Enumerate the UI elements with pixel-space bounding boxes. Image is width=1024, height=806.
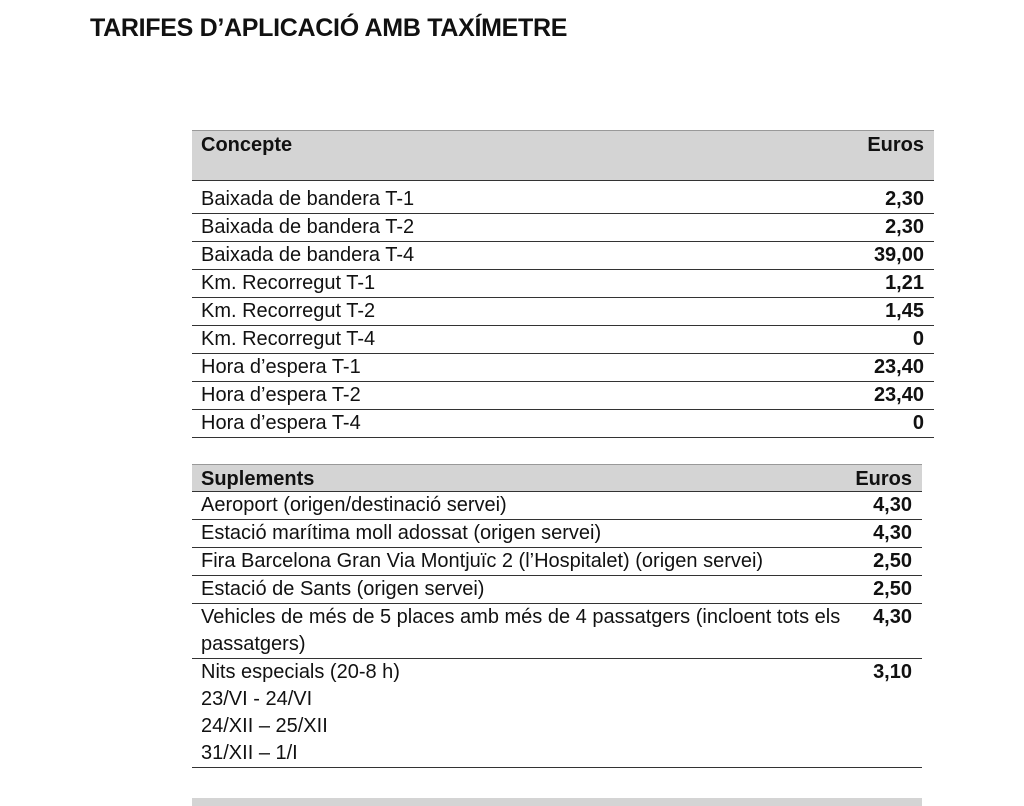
header-cell: Suplements: [201, 468, 315, 490]
row-value: 4,30: [873, 522, 912, 544]
row-value: 23,40: [873, 384, 924, 406]
label-line: Nits especials (20-8 h): [201, 661, 400, 683]
row-value: 2,30: [885, 188, 924, 210]
row-label: Baixada de bandera T-1: [201, 188, 415, 210]
header-cell: Concepte: [201, 134, 293, 156]
table-row: Hora d’espera T-2 23,40: [192, 382, 934, 410]
row-label: Hora d’espera T-2: [201, 384, 361, 406]
table-row: Km. Recorregut T-1 1,21: [192, 270, 934, 298]
table-row: Km. Recorregut T-4 0: [192, 326, 934, 354]
row-label: Aeroport (origen/destinació servei): [201, 494, 507, 516]
table-footer: [192, 798, 922, 806]
row-value: 39,00: [873, 244, 924, 266]
row-value: 1,45: [885, 300, 924, 322]
row-value: 2,50: [873, 550, 912, 572]
row-label: Nits especials (20-8 h) 23/VI - 24/VI 24/X…: [201, 659, 841, 767]
row-value: 4,30: [873, 494, 912, 516]
header-cell: Euros: [867, 134, 924, 156]
row-label: Hora d’espera T-1: [201, 356, 361, 378]
row-value: 4,30: [873, 606, 912, 628]
row-value: 23,40: [873, 356, 924, 378]
label-line: 24/XII – 25/XII: [201, 715, 328, 737]
table-row: Km. Recorregut T-2 1,45: [192, 298, 934, 326]
row-value: 2,30: [885, 216, 924, 238]
row-label: Fira Barcelona Gran Via Montjuïc 2 (l’Ho…: [201, 550, 764, 572]
row-label: Estació marítima moll adossat (origen se…: [201, 522, 602, 544]
row-label: Baixada de bandera T-4: [201, 244, 415, 266]
row-value: 1,21: [885, 272, 924, 294]
table-row: Hora d’espera T-4 0: [192, 410, 934, 438]
row-label: Vehicles de més de 5 places amb més de 4…: [201, 606, 841, 655]
row-value: 2,50: [873, 578, 912, 600]
table-header: Concepte Euros: [192, 130, 934, 181]
table-row: Estació marítima moll adossat (origen se…: [192, 520, 922, 548]
row-label: Km. Recorregut T-1: [201, 272, 376, 294]
label-line: 31/XII – 1/I: [201, 742, 298, 764]
table-row: Fira Barcelona Gran Via Montjuïc 2 (l’Ho…: [192, 548, 922, 576]
label-line: 23/VI - 24/VI: [201, 688, 313, 710]
row-value: 3,10: [873, 661, 912, 683]
row-label: Km. Recorregut T-4: [201, 328, 376, 350]
table-row: Aeroport (origen/destinació servei) 4,30: [192, 492, 922, 520]
page-title: TARIFES D’APLICACIÓ AMB TAXÍMETRE: [90, 14, 568, 42]
table-row: Baixada de bandera T-1 2,30: [192, 186, 934, 214]
table-row: Baixada de bandera T-4 39,00: [192, 242, 934, 270]
table-row: Vehicles de més de 5 places amb més de 4…: [192, 604, 922, 659]
table-row: Nits especials (20-8 h) 23/VI - 24/VI 24/X…: [192, 659, 922, 768]
table-row: Baixada de bandera T-2 2,30: [192, 214, 934, 242]
header-cell: Euros: [855, 468, 912, 490]
row-value: 0: [912, 412, 924, 434]
row-value: 0: [912, 328, 924, 350]
table-row: Estació de Sants (origen servei) 2,50: [192, 576, 922, 604]
row-label: Baixada de bandera T-2: [201, 216, 415, 238]
row-label: Km. Recorregut T-2: [201, 300, 376, 322]
concept-table: Concepte Euros Baixada de bandera T-1 2,30 B…: [192, 130, 934, 438]
row-label: Hora d’espera T-4: [201, 412, 361, 434]
supplements-table: Suplements Euros Aeroport (origen/destinac…: [192, 464, 922, 768]
row-label: Estació de Sants (origen servei): [201, 578, 485, 600]
table-header: Suplements Euros: [192, 464, 922, 492]
table-row: Hora d’espera T-1 23,40: [192, 354, 934, 382]
